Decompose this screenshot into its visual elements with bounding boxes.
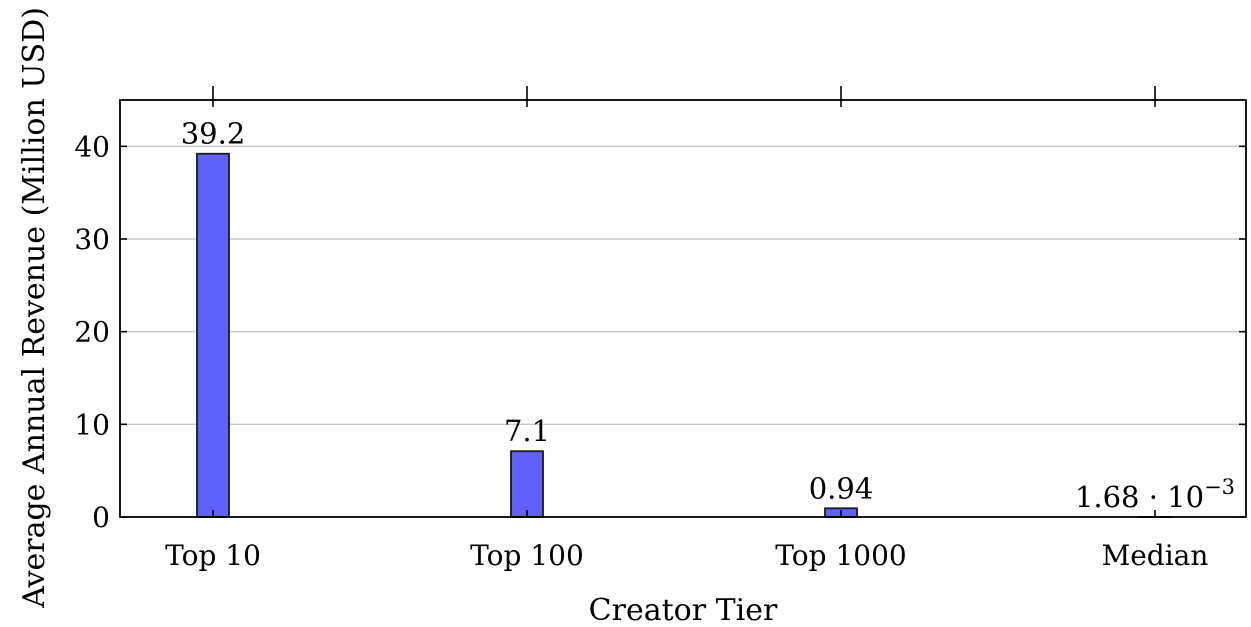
- data-label: 1.68 · 10−3: [1075, 475, 1235, 514]
- y-tick-label: 10: [74, 408, 110, 441]
- x-tick-label: Top 100: [470, 539, 584, 572]
- plot-frame: [119, 99, 1247, 518]
- y-tick-label: 40: [74, 130, 110, 163]
- data-label: 39.2: [181, 117, 246, 151]
- y-tick-label: 30: [74, 223, 110, 256]
- ticks: 0 10 20 30 40 Top 10 Top 100 Top 1000 Median: [74, 86, 1246, 572]
- y-tick-label: 0: [92, 501, 110, 534]
- x-tick-label: Top 10: [165, 539, 261, 572]
- y-axis-title: Average Annual Revenue (Million USD): [17, 7, 52, 609]
- data-label-value: 39.2: [181, 117, 246, 151]
- data-label: 0.94: [809, 471, 874, 505]
- data-label-value: 1.68 · 10: [1075, 480, 1204, 514]
- data-labels: 39.2 7.1 0.94 1.68 · 10−3: [181, 117, 1235, 514]
- bars: [196, 152, 1172, 518]
- data-label: 7.1: [504, 414, 550, 448]
- grid-lines: [120, 145, 1246, 426]
- y-tick-label: 20: [74, 316, 110, 349]
- bar: [196, 152, 230, 518]
- data-label-value: 7.1: [504, 414, 550, 448]
- bar: [510, 450, 544, 518]
- x-axis-title: Creator Tier: [589, 593, 778, 627]
- data-label-exponent: −3: [1204, 475, 1235, 499]
- x-tick-label: Top 1000: [775, 539, 906, 572]
- x-tick-label: Median: [1102, 539, 1209, 572]
- data-label-value: 0.94: [809, 471, 874, 505]
